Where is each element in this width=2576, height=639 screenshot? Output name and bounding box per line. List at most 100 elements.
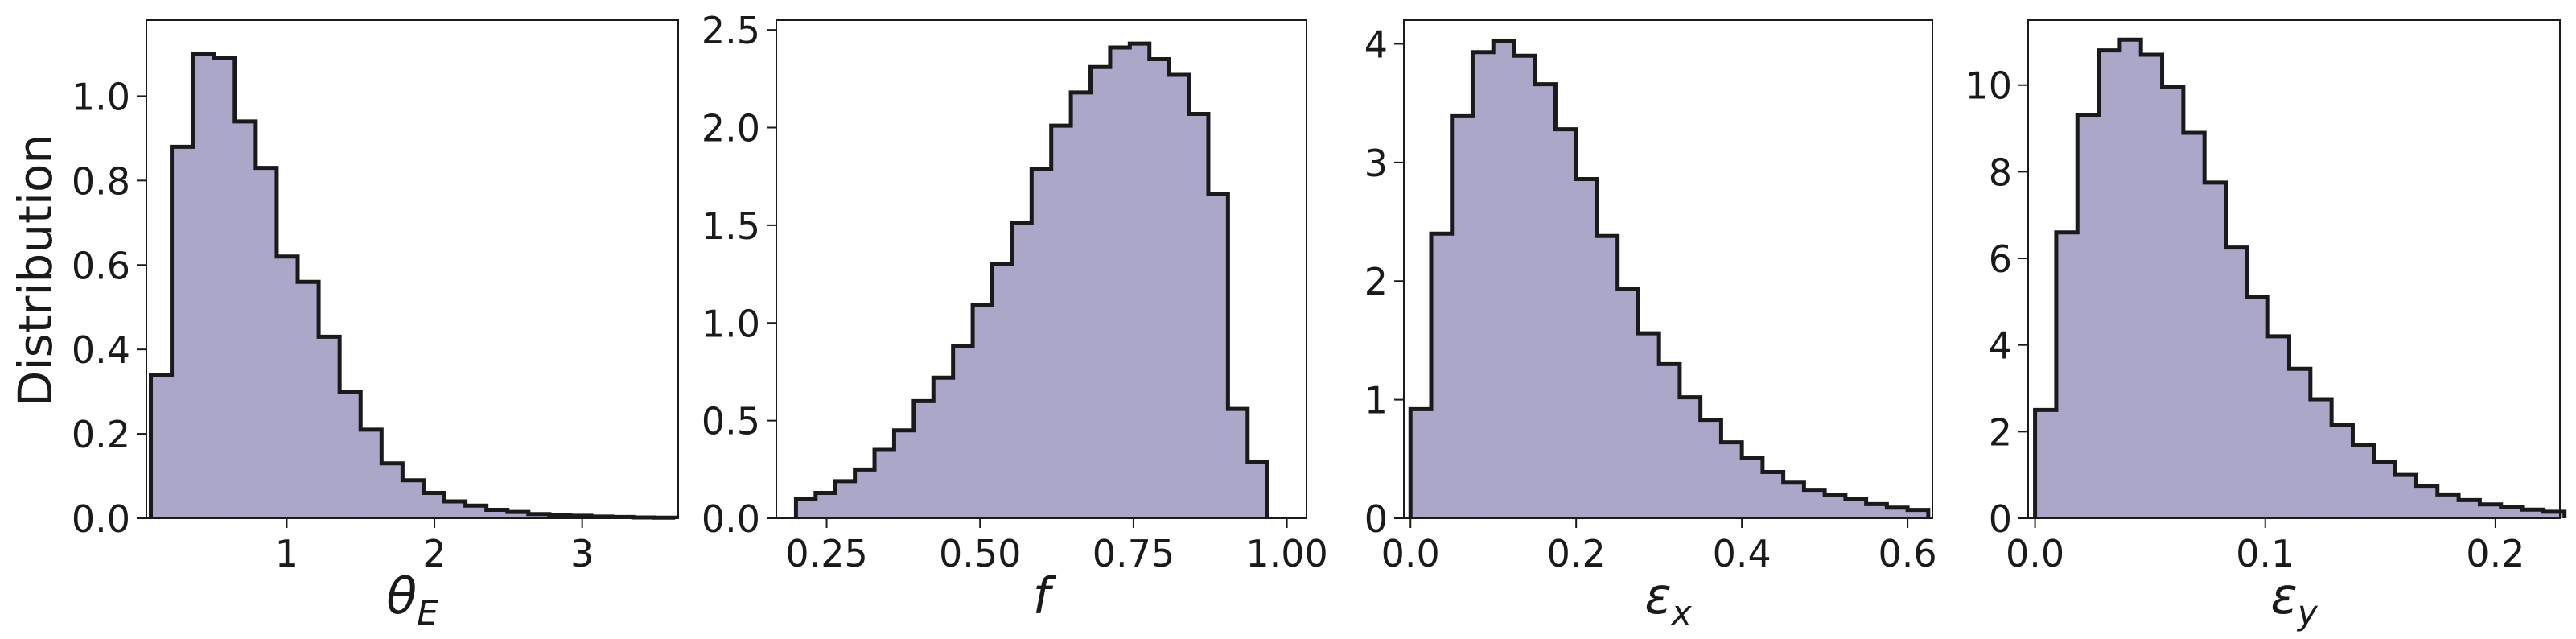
histogram-bar	[1169, 74, 1190, 518]
x-tick-label: 0.6	[1879, 532, 1937, 575]
histogram-bar	[1513, 56, 1536, 518]
histogram-bar	[2077, 115, 2100, 518]
histogram-bar	[1659, 364, 1681, 518]
histogram-bar	[2204, 182, 2227, 518]
histogram-bar	[1845, 499, 1867, 518]
y-tick-label: 6	[1989, 237, 2012, 281]
histogram-bar	[1742, 457, 1763, 518]
histogram-bar	[423, 493, 446, 518]
histogram-bar	[992, 264, 1013, 518]
histogram-bar	[2373, 462, 2396, 518]
y-tick-label: 0.6	[72, 244, 130, 287]
histogram-bar	[402, 480, 425, 518]
histogram-bar	[1700, 419, 1722, 518]
histogram-bar	[1721, 442, 1743, 518]
histogram-bar	[2268, 336, 2290, 518]
histogram-outline	[1408, 39, 1931, 518]
x-tick-label: 0.1	[2236, 532, 2294, 575]
histogram-bar	[2246, 297, 2269, 518]
histogram-bar	[2459, 500, 2481, 518]
histogram-bar	[213, 58, 236, 519]
histogram-bar	[1247, 461, 1268, 518]
y-tick-label: 1.0	[72, 75, 130, 118]
histogram-outline	[793, 41, 1269, 518]
histogram-bar	[1493, 41, 1515, 519]
x-tick-label: 1.00	[1245, 532, 1327, 575]
x-tick-label: 0.0	[1381, 532, 1440, 575]
x-tick-label: 0.2	[2466, 532, 2525, 575]
histogram-bar	[1071, 92, 1092, 519]
x-axis-label: εy	[2270, 567, 2319, 633]
histogram-bar	[1804, 489, 1825, 518]
histogram-bar	[1617, 289, 1640, 518]
axes-frame	[1403, 19, 1933, 519]
histogram-bar	[913, 401, 934, 518]
histogram-bar	[2162, 87, 2184, 519]
panel-ex: 0 1 2 3 4 0.0 0.2 0.4 0.6 εx	[1364, 19, 1937, 633]
histogram-bar	[2395, 475, 2418, 518]
histogram-bar	[2289, 369, 2311, 518]
y-tick-label: 0.2	[72, 413, 130, 456]
y-tick-label: 2.5	[702, 9, 760, 52]
histogram-bar	[2500, 507, 2523, 518]
histogram-bar	[192, 53, 215, 518]
histogram-bar	[874, 450, 895, 518]
histogram-bar	[1130, 43, 1150, 519]
y-tick-label: 3	[1364, 142, 1388, 185]
x-tick-label: 0.50	[939, 532, 1021, 575]
histogram-bar	[1555, 129, 1577, 519]
y-tick-label: 0	[1989, 497, 2012, 541]
histogram-bar	[2183, 132, 2205, 519]
histogram-bar	[1011, 223, 1032, 518]
histogram-bar	[255, 167, 278, 519]
axes-frame	[2027, 19, 2561, 519]
y-tick-label: 0.8	[72, 159, 130, 203]
x-axis-label: θE	[386, 567, 438, 633]
y-tick-label: 0	[1364, 497, 1388, 541]
x-tick-label: 0.0	[2006, 532, 2064, 575]
histogram-bar	[339, 391, 361, 518]
y-tick-label: 0.4	[72, 328, 130, 372]
histogram-bar	[1472, 52, 1494, 519]
histogram-bar	[1596, 236, 1619, 518]
histogram-bar	[1430, 233, 1453, 518]
x-tick-label: 3	[570, 532, 594, 575]
histogram-bar	[528, 513, 550, 518]
histogram-bar	[835, 480, 856, 518]
y-tick-label: 8	[1989, 150, 2012, 194]
y-tick-label: 0.5	[702, 400, 760, 443]
histogram-bar	[2352, 444, 2375, 518]
histogram-bar	[465, 505, 488, 518]
histogram-bar	[973, 305, 994, 518]
histogram-outline	[2033, 37, 2567, 518]
histogram-bar	[2225, 247, 2248, 518]
y-tick-label: 0.0	[72, 497, 130, 541]
histogram-bar	[2035, 410, 2057, 518]
histogram-bar	[1149, 59, 1170, 519]
histogram-bar	[1783, 482, 1804, 518]
histogram-bar	[953, 346, 973, 518]
x-axis-label: f	[1033, 567, 1057, 625]
histogram-bar	[486, 509, 508, 518]
histogram-bar	[444, 501, 467, 518]
panel-f: 0.0 0.5 1.0 1.5 2.0 2.5 0.25 0.50 0.75 1.00 f	[702, 9, 1328, 625]
histogram-bar	[1679, 397, 1702, 518]
x-tick-label: 0.2	[1547, 532, 1606, 575]
axes-frame	[146, 19, 679, 519]
histogram-bar	[1825, 494, 1846, 518]
panel-theta: 0.0 0.2 0.4 0.6 0.8 1.0 1 2 3 θE	[72, 19, 679, 633]
x-tick-label: 0.75	[1093, 532, 1175, 575]
y-tick-label: 4	[1364, 23, 1388, 66]
histogram-bar	[1887, 507, 1908, 518]
y-tick-label: 2	[1989, 410, 2012, 454]
y-tick-label: 1.0	[702, 302, 760, 345]
histogram-bar	[1410, 409, 1432, 518]
histogram-bar	[150, 374, 173, 518]
histogram-bar	[319, 336, 340, 518]
histogram-bar	[1451, 116, 1474, 518]
histogram-bar	[2098, 50, 2121, 518]
axes-frame	[776, 19, 1307, 519]
histogram-bar	[2119, 39, 2142, 518]
